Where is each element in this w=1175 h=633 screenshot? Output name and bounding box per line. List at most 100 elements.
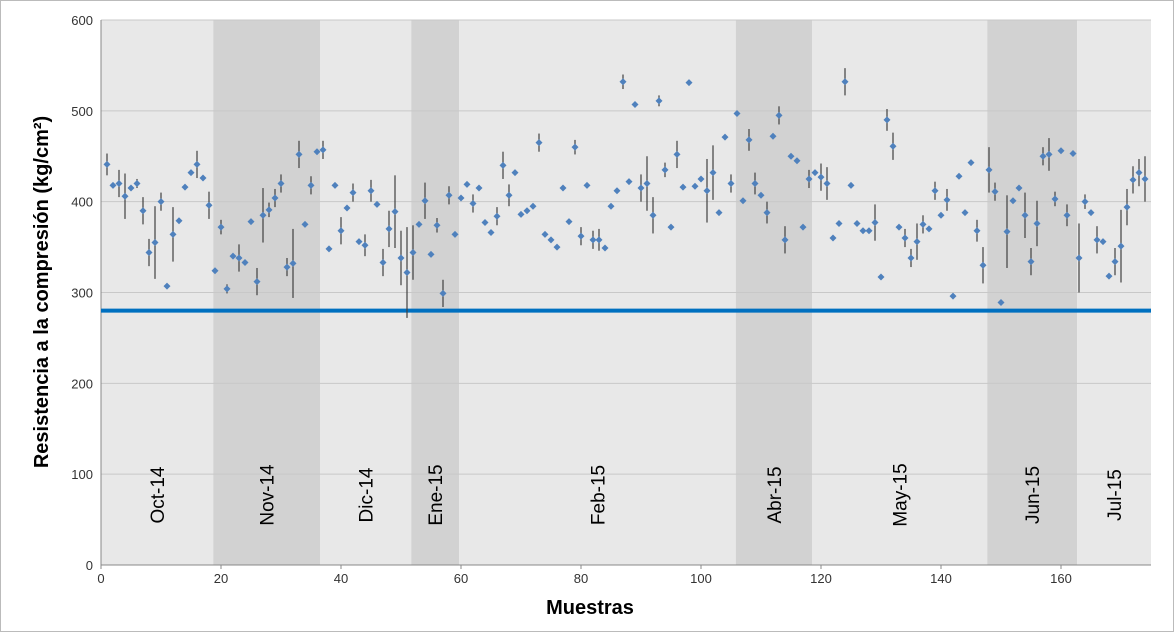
data-point: [463, 180, 471, 188]
data-point: [655, 97, 663, 105]
data-point: [535, 139, 543, 147]
period-label: Abr-15: [765, 466, 786, 523]
data-point: [271, 194, 279, 202]
data-point: [937, 211, 945, 219]
data-point: [979, 261, 987, 269]
data-point: [451, 230, 459, 238]
data-point: [1063, 211, 1071, 219]
data-point: [163, 282, 171, 290]
data-point: [703, 187, 711, 195]
data-point: [1093, 236, 1101, 244]
data-point: [403, 269, 411, 277]
data-point: [877, 273, 885, 281]
y-tick-label: 0: [86, 558, 93, 573]
data-point: [799, 223, 807, 231]
data-point: [187, 169, 195, 177]
data-point: [1015, 184, 1023, 192]
data-point: [127, 184, 135, 192]
data-point: [421, 197, 429, 205]
data-point: [1141, 175, 1149, 183]
data-point: [511, 169, 519, 177]
data-point: [253, 278, 261, 286]
data-point: [493, 212, 501, 220]
data-point: [133, 180, 141, 187]
data-point: [157, 198, 165, 206]
data-point: [1009, 197, 1017, 205]
data-point: [427, 250, 435, 258]
data-point: [145, 249, 153, 257]
y-tick-label: 600: [71, 13, 93, 28]
data-point: [895, 223, 903, 231]
data-point: [781, 236, 789, 244]
data-point: [967, 159, 975, 167]
data-point: [121, 192, 129, 200]
data-point: [871, 219, 879, 227]
data-point: [397, 254, 405, 262]
data-point: [751, 180, 759, 187]
data-point: [883, 116, 891, 124]
y-tick-label: 500: [71, 104, 93, 119]
data-point: [301, 220, 309, 228]
data-point: [205, 201, 213, 209]
data-point: [319, 146, 327, 154]
data-point: [667, 223, 675, 231]
data-point: [325, 245, 333, 253]
data-point: [841, 78, 849, 86]
data-point: [385, 225, 393, 233]
data-point: [109, 181, 117, 189]
data-point: [277, 180, 285, 187]
data-point: [739, 197, 747, 205]
data-point: [523, 207, 531, 215]
x-tick-label: 120: [810, 571, 832, 586]
y-tick-label: 400: [71, 195, 93, 210]
data-point: [697, 175, 705, 183]
period-label: Feb-15: [589, 465, 610, 525]
data-point: [1081, 198, 1089, 206]
data-point: [559, 184, 567, 192]
data-point: [307, 181, 315, 189]
data-point: [103, 160, 111, 168]
data-point: [1039, 152, 1047, 160]
data-point: [169, 230, 177, 238]
data-point: [1003, 228, 1011, 236]
x-tick-label: 0: [97, 571, 104, 586]
data-point: [1069, 150, 1077, 158]
data-point: [589, 236, 597, 244]
data-point: [595, 236, 603, 244]
data-point: [721, 133, 729, 141]
y-tick-label: 200: [71, 376, 93, 391]
data-point: [907, 254, 915, 262]
data-point: [481, 219, 489, 227]
data-point: [439, 289, 447, 297]
data-point: [151, 239, 159, 247]
data-point: [433, 221, 441, 229]
data-point: [1105, 272, 1113, 280]
data-point: [517, 210, 525, 218]
data-point: [859, 227, 867, 235]
data-point: [913, 238, 921, 246]
data-point: [547, 236, 555, 244]
data-point: [829, 234, 837, 242]
y-tick-label: 100: [71, 467, 93, 482]
data-point: [625, 178, 633, 186]
data-point: [1117, 242, 1125, 250]
y-axis-title: Resistencia a la compresión (kg/cm²): [31, 116, 53, 468]
data-point: [175, 217, 183, 225]
data-point: [445, 191, 453, 199]
data-point: [811, 169, 819, 177]
data-point: [985, 166, 993, 174]
data-point: [601, 244, 609, 252]
data-point: [1075, 254, 1083, 262]
data-point: [367, 187, 375, 195]
data-point: [1135, 169, 1143, 177]
period-label: May-15: [891, 463, 912, 526]
data-point: [607, 202, 615, 210]
data-point: [1045, 150, 1053, 158]
x-tick-label: 140: [930, 571, 952, 586]
data-point: [193, 160, 201, 168]
data-point: [283, 263, 291, 271]
data-point: [961, 209, 969, 217]
data-point: [709, 169, 717, 177]
data-point: [457, 194, 465, 202]
data-point: [259, 211, 267, 219]
